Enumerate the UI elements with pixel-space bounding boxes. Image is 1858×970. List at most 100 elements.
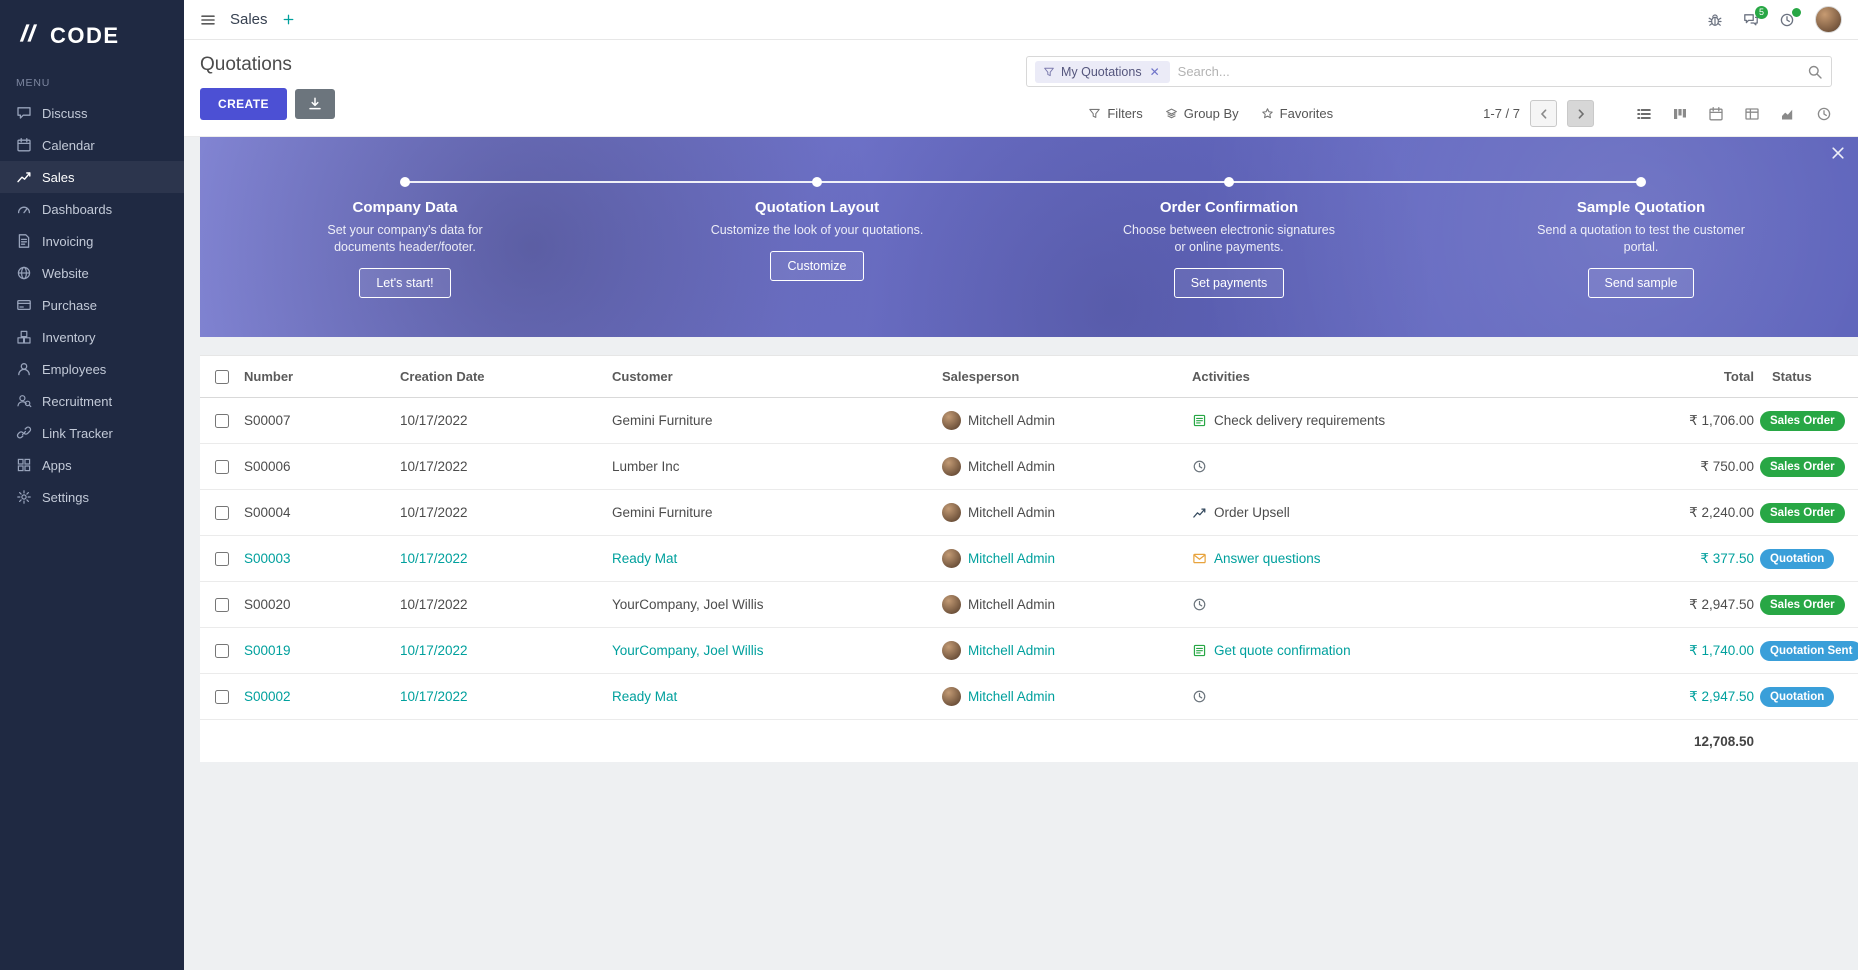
activity-label: Answer questions <box>1214 551 1321 566</box>
total-amount: ₹ 750.00 <box>1700 458 1754 474</box>
row-checkbox[interactable] <box>215 413 229 428</box>
quotation-number: S00019 <box>244 643 291 658</box>
column-header-salesperson[interactable]: Salesperson <box>942 369 1020 384</box>
user-avatar[interactable] <box>1815 6 1842 33</box>
sidebar-item-website[interactable]: Website <box>0 257 184 289</box>
column-header-creation-date[interactable]: Creation Date <box>400 369 485 384</box>
table-row[interactable]: S00020 10/17/2022 YourCompany, Joel Will… <box>200 582 1858 628</box>
hamburger-menu-icon[interactable] <box>200 12 216 28</box>
salesperson-avatar <box>942 595 961 614</box>
banner-close-icon[interactable] <box>1830 145 1846 161</box>
sidebar-item-recruitment[interactable]: Recruitment <box>0 385 184 417</box>
table-row[interactable]: S00003 10/17/2022 Ready Mat Mitchell Adm… <box>200 536 1858 582</box>
status-badge: Quotation <box>1760 548 1835 569</box>
lets-start-button[interactable]: Let's start! <box>359 267 451 298</box>
app-name[interactable]: Sales <box>230 11 268 28</box>
brand[interactable]: CODE <box>0 0 184 67</box>
main-area: Sales 5 Quotations CREATE My Quotations <box>184 0 1858 970</box>
activities-clock-icon[interactable] <box>1779 7 1801 28</box>
onboarding-step-quotation-layout: Quotation Layout Customize the look of y… <box>677 199 957 281</box>
row-checkbox[interactable] <box>215 689 229 704</box>
export-button[interactable] <box>294 89 335 119</box>
table-row[interactable]: S00019 10/17/2022 YourCompany, Joel Will… <box>200 628 1858 674</box>
row-checkbox[interactable] <box>215 505 229 520</box>
row-checkbox[interactable] <box>215 551 229 566</box>
column-header-activities[interactable]: Activities <box>1192 369 1250 384</box>
set-payments-button[interactable]: Set payments <box>1173 267 1285 298</box>
onboarding-step-order-confirmation: Order Confirmation Choose between electr… <box>1089 199 1369 298</box>
facet-remove-icon[interactable]: ✕ <box>1149 64 1160 79</box>
select-all-checkbox[interactable] <box>215 369 229 384</box>
total-amount: ₹ 2,947.50 <box>1689 688 1754 704</box>
table-row[interactable]: S00004 10/17/2022 Gemini Furniture Mitch… <box>200 490 1858 536</box>
table-row[interactable]: S00007 10/17/2022 Gemini Furniture Mitch… <box>200 398 1858 444</box>
debug-bug-icon[interactable] <box>1707 12 1723 28</box>
sidebar-item-apps[interactable]: Apps <box>0 449 184 481</box>
column-header-number[interactable]: Number <box>244 369 294 384</box>
step-dot <box>812 177 822 187</box>
status-badge: Sales Order <box>1760 410 1845 431</box>
pager-previous-button[interactable] <box>1530 100 1557 127</box>
plus-icon[interactable] <box>282 13 295 26</box>
activity-cell[interactable]: Check delivery requirements <box>1192 413 1600 428</box>
filters-button[interactable]: Filters <box>1088 106 1143 121</box>
activity-cell[interactable]: Answer questions <box>1192 551 1600 566</box>
filter-tools: Filters Group By Favorites <box>1088 106 1333 121</box>
graph-view-button[interactable] <box>1780 106 1796 122</box>
row-checkbox[interactable] <box>215 459 229 474</box>
sidebar-item-discuss[interactable]: Discuss <box>0 97 184 129</box>
sidebar-item-invoicing[interactable]: Invoicing <box>0 225 184 257</box>
activity-view-button[interactable] <box>1816 106 1832 122</box>
customize-button[interactable]: Customize <box>770 250 864 281</box>
sidebar-item-label: Sales <box>42 169 75 185</box>
search-facet[interactable]: My Quotations ✕ <box>1035 60 1170 83</box>
column-header-status[interactable]: Status <box>1772 369 1812 384</box>
table-row[interactable]: S00002 10/17/2022 Ready Mat Mitchell Adm… <box>200 674 1858 720</box>
activity-cell[interactable]: Get quote confirmation <box>1192 643 1600 658</box>
sidebar-item-calendar[interactable]: Calendar <box>0 129 184 161</box>
column-header-total[interactable]: Total <box>1723 369 1754 384</box>
favorites-button[interactable]: Favorites <box>1261 106 1333 121</box>
sidebar-item-inventory[interactable]: Inventory <box>0 321 184 353</box>
create-button[interactable]: CREATE <box>200 88 287 120</box>
onboarding-step-company-data: Company Data Set your company's data for… <box>265 199 545 298</box>
search-icon[interactable] <box>1807 64 1823 80</box>
activity-cell[interactable] <box>1192 597 1600 612</box>
sidebar-item-employees[interactable]: Employees <box>0 353 184 385</box>
credit-card-icon <box>16 297 32 313</box>
table-row[interactable]: S00006 10/17/2022 Lumber Inc Mitchell Ad… <box>200 444 1858 490</box>
customer-name: Gemini Furniture <box>612 505 713 520</box>
messages-icon[interactable]: 5 <box>1743 5 1768 28</box>
activity-cell[interactable]: Order Upsell <box>1192 505 1600 520</box>
discuss-icon <box>16 105 32 121</box>
status-badge: Sales Order <box>1760 456 1845 477</box>
sales-icon <box>16 169 32 185</box>
activity-cell[interactable] <box>1192 459 1600 474</box>
activity-cell[interactable] <box>1192 689 1600 704</box>
funnel-icon <box>1088 107 1101 120</box>
kanban-view-button[interactable] <box>1672 106 1688 122</box>
column-header-customer[interactable]: Customer <box>612 369 673 384</box>
sidebar-item-dashboards[interactable]: Dashboards <box>0 193 184 225</box>
clock-icon <box>1192 689 1207 704</box>
list-view-button[interactable] <box>1636 106 1652 122</box>
group-by-button[interactable]: Group By <box>1165 106 1239 121</box>
menu-label: MENU <box>16 77 51 89</box>
send-sample-button[interactable]: Send sample <box>1587 267 1695 298</box>
sidebar-item-link-tracker[interactable]: Link Tracker <box>0 417 184 449</box>
step-description: Set your company's data for documents he… <box>327 223 483 254</box>
topbar-right: 5 <box>1707 5 1842 33</box>
search-bar[interactable]: My Quotations ✕ <box>1026 56 1832 87</box>
calendar-view-button[interactable] <box>1708 106 1724 122</box>
pivot-view-button[interactable] <box>1744 106 1760 122</box>
row-checkbox[interactable] <box>215 597 229 612</box>
sidebar-item-settings[interactable]: Settings <box>0 481 184 513</box>
search-input[interactable] <box>1177 64 1799 79</box>
row-checkbox[interactable] <box>215 643 229 658</box>
pager-next-button[interactable] <box>1567 100 1594 127</box>
onboarding-banner: Company Data Set your company's data for… <box>200 137 1858 337</box>
action-buttons: CREATE <box>200 88 1858 120</box>
sidebar-item-purchase[interactable]: Purchase <box>0 289 184 321</box>
status-badge: Sales Order <box>1760 594 1845 615</box>
sidebar-item-sales[interactable]: Sales <box>0 161 184 193</box>
